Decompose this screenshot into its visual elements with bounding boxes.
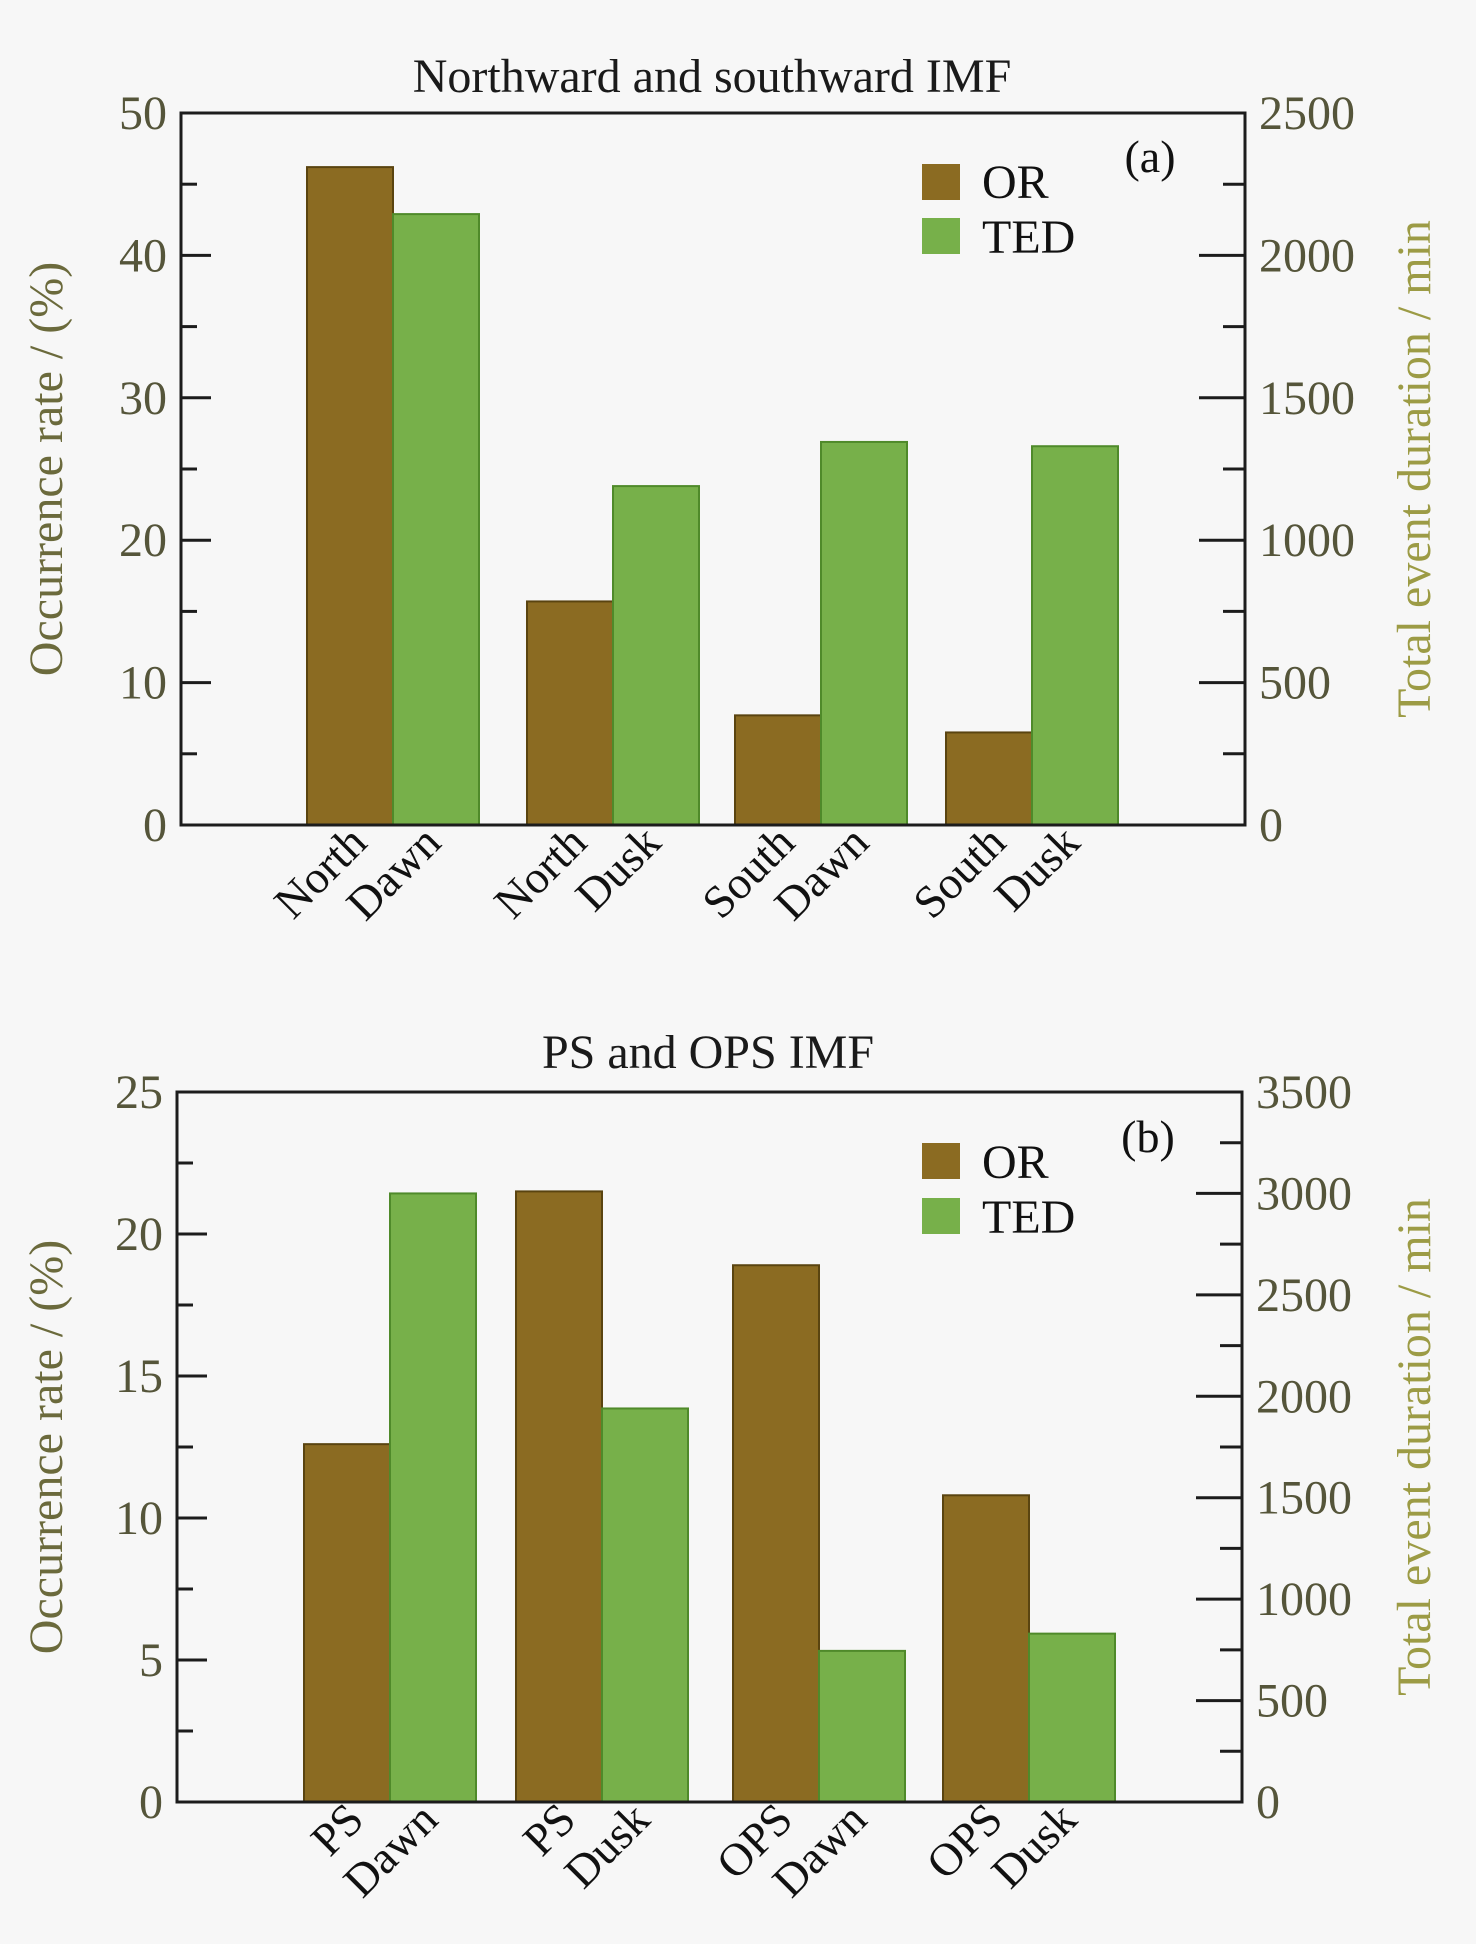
- panel-a-right-tick-label: 1000: [1259, 514, 1355, 567]
- panel-a-xlabel-1-line2: Dusk: [565, 816, 670, 921]
- panel-b-right-tick-label: 1000: [1256, 1573, 1352, 1626]
- panel-b-xlabel-1-line2: Dusk: [554, 1793, 659, 1898]
- panel-b-legend-label-or: OR: [982, 1136, 1049, 1189]
- panel-a-legend-swatch-or: [922, 164, 960, 200]
- panel-a-bar-or-1: [526, 600, 614, 826]
- panel-a: Northward and southward IMF (a) Occurren…: [20, 50, 1441, 930]
- panel-a-left-tick-label: 40: [119, 229, 167, 282]
- panel-a-bar-or-0: [306, 166, 394, 826]
- panel-b-right-tick-label: 3500: [1256, 1066, 1352, 1119]
- panel-a-legend-swatch-ted: [922, 218, 960, 254]
- panel-b-legend-label-ted: TED: [982, 1191, 1075, 1244]
- panel-a-left-tick-label: 50: [119, 87, 167, 140]
- panel-a-bar-or-3: [945, 731, 1033, 826]
- panel-a-legend-label-ted: TED: [982, 211, 1075, 264]
- panel-b-bar-ted-3: [1028, 1632, 1116, 1803]
- panel-b-bar-ted-1: [601, 1407, 689, 1803]
- panel-b-legend-swatch-ted: [922, 1198, 960, 1234]
- panel-b-left-tick-label: 20: [115, 1208, 163, 1261]
- panel-b-bar-ted-2: [818, 1649, 906, 1804]
- panel-a-title: Northward and southward IMF: [413, 50, 1012, 103]
- panel-a-left-tick-label: 20: [119, 514, 167, 567]
- panel-b-left-tick-label: 0: [139, 1776, 163, 1829]
- panel-b-left-tick-label: 5: [139, 1634, 163, 1687]
- panel-b-right-tick-label: 500: [1256, 1675, 1328, 1728]
- panel-b-left-axis-label: Occurrence rate / (%): [20, 1240, 73, 1654]
- panel-a-right-tick-label: 500: [1259, 657, 1331, 710]
- panel-a-right-tick-label: 1500: [1259, 372, 1355, 425]
- panel-b-right-tick-label: 0: [1256, 1776, 1280, 1829]
- panel-b: PS and OPS IMF (b) Occurrence rate / (%)…: [20, 1026, 1441, 1907]
- panel-a-left-tick-label: 30: [119, 372, 167, 425]
- panel-b-right-tick-label: 1500: [1256, 1472, 1352, 1525]
- panel-a-bar-or-2: [734, 714, 822, 826]
- panel-a-right-tick-label: 2000: [1259, 229, 1355, 282]
- panel-a-right-tick-label: 2500: [1259, 87, 1355, 140]
- panel-a-bar-ted-3: [1031, 445, 1119, 826]
- panel-b-tag: (b): [1121, 1111, 1175, 1162]
- panel-b-legend-swatch-or: [922, 1143, 960, 1179]
- panel-a-bar-ted-2: [820, 440, 908, 826]
- panel-b-left-tick-label: 10: [115, 1492, 163, 1545]
- panel-a-legend-label-or: OR: [982, 156, 1049, 209]
- panel-a-xlabel-3-line2: Dusk: [984, 816, 1089, 921]
- panel-a-right-tick-label: 0: [1259, 799, 1283, 852]
- panel-b-bar-or-1: [515, 1190, 603, 1803]
- panel-a-left-tick-label: 10: [119, 657, 167, 710]
- panel-b-bar-ted-0: [389, 1192, 477, 1803]
- panel-b-title: PS and OPS IMF: [542, 1026, 874, 1079]
- panel-a-tag: (a): [1124, 131, 1175, 182]
- panel-b-bar-or-3: [942, 1494, 1030, 1804]
- panel-b-right-tick-label: 2000: [1256, 1370, 1352, 1423]
- panel-a-right-axis-label: Total event duration / min: [1388, 220, 1441, 718]
- panel-b-left-tick-label: 25: [115, 1066, 163, 1119]
- panel-b-bar-or-2: [732, 1264, 820, 1803]
- panel-b-xlabel-3-line2: Dusk: [981, 1793, 1086, 1898]
- panel-a-bar-ted-0: [392, 213, 480, 826]
- panel-b-bar-or-0: [303, 1443, 391, 1804]
- panel-b-right-tick-label: 2500: [1256, 1269, 1352, 1322]
- panel-a-bar-ted-1: [612, 485, 700, 826]
- panel-b-right-axis-label: Total event duration / min: [1388, 1198, 1441, 1696]
- panel-b-right-tick-label: 3000: [1256, 1167, 1352, 1220]
- panel-a-left-axis-label: Occurrence rate / (%): [20, 262, 73, 676]
- panel-b-left-tick-label: 15: [115, 1350, 163, 1403]
- panel-a-left-tick-label: 0: [143, 799, 167, 852]
